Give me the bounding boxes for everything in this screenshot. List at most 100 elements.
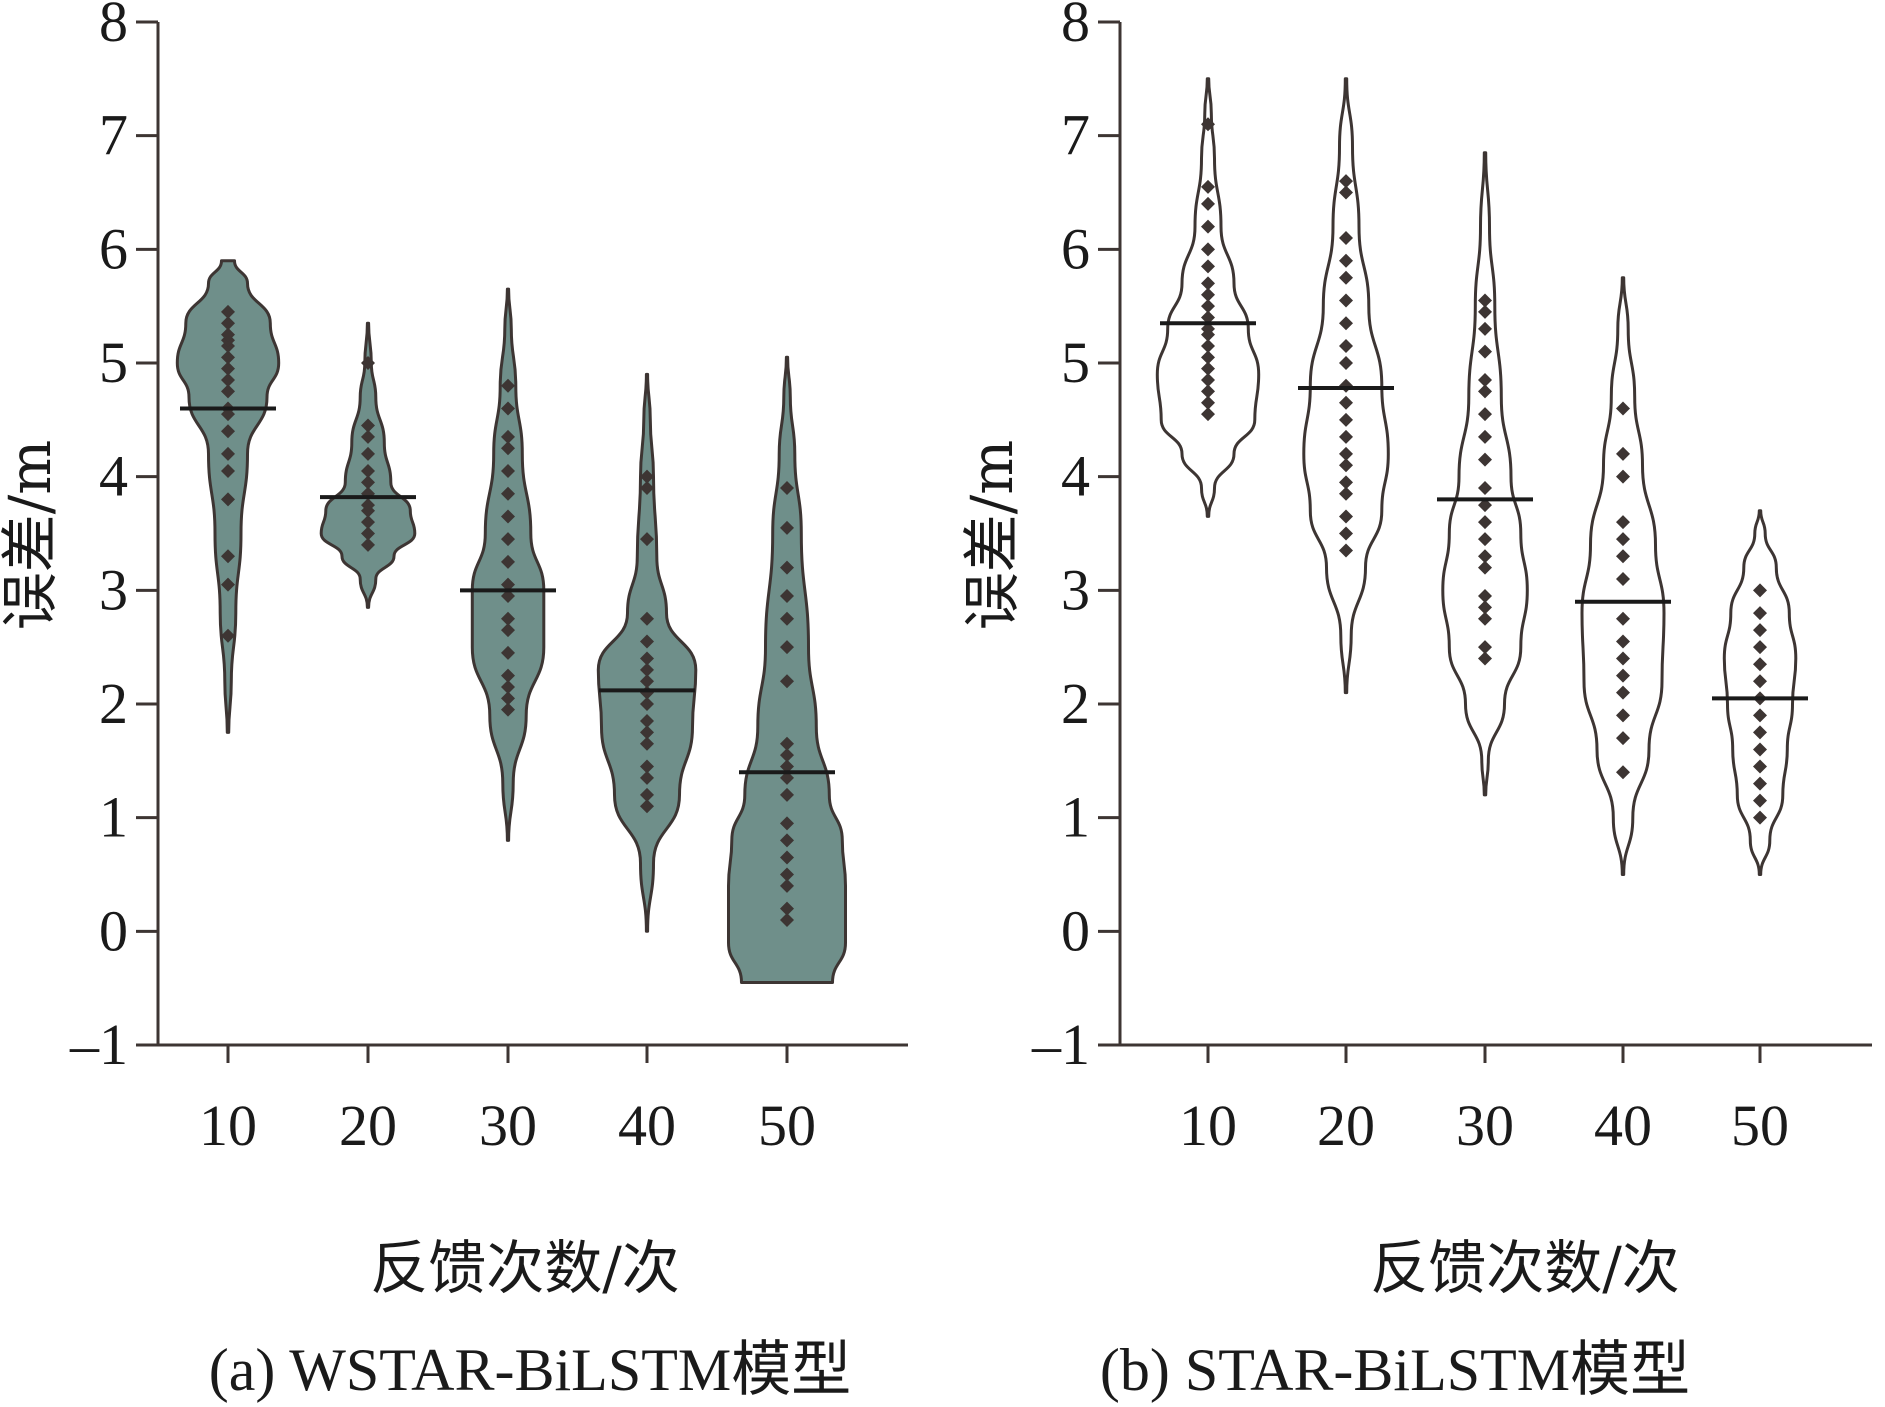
y-tick-label: 2 xyxy=(99,671,128,736)
data-point xyxy=(501,668,515,683)
data-point xyxy=(501,623,515,638)
data-point xyxy=(1478,651,1492,666)
x-tick-label: 40 xyxy=(618,1093,676,1158)
data-point xyxy=(501,691,515,706)
y-tick-label: 0 xyxy=(99,898,128,963)
data-point xyxy=(1339,429,1353,444)
panel-b: –1 0 1 2 3 4 5 6 7 8 10 20 30 40 50 误差/m 反馈次数/次 (b) S… xyxy=(958,0,1872,1403)
data-point xyxy=(780,611,794,626)
data-point xyxy=(1753,759,1767,774)
y-tick-label: 1 xyxy=(99,785,128,850)
data-point xyxy=(640,787,654,802)
data-point xyxy=(1201,242,1215,257)
data-point xyxy=(1339,174,1353,189)
data-point xyxy=(1753,623,1767,638)
panel-a: –1 0 1 2 3 4 5 6 7 8 10 20 30 40 50 误差/m 反馈次数/次 (a) W… xyxy=(0,0,908,1403)
x-tick-label: 10 xyxy=(199,1093,257,1158)
data-point xyxy=(1753,583,1767,598)
data-point xyxy=(780,901,794,916)
x-tick-label: 20 xyxy=(1317,1093,1375,1158)
y-tick-label: –1 xyxy=(69,1012,128,1077)
panel-b-x-axis-label: 反馈次数/次 xyxy=(1370,1234,1680,1302)
data-point xyxy=(1201,373,1215,388)
data-point xyxy=(1616,549,1630,564)
data-point xyxy=(501,463,515,478)
data-point xyxy=(1339,338,1353,353)
data-point xyxy=(780,589,794,604)
data-point xyxy=(1478,515,1492,530)
data-point xyxy=(221,361,235,376)
data-point xyxy=(1339,458,1353,473)
data-point xyxy=(1339,293,1353,308)
panel-a-y-axis-label: 误差/m xyxy=(0,440,64,631)
data-point xyxy=(640,634,654,649)
data-point xyxy=(1478,293,1492,308)
data-point xyxy=(1478,304,1492,319)
data-point xyxy=(501,441,515,456)
data-point xyxy=(1478,429,1492,444)
data-point xyxy=(221,304,235,319)
data-point xyxy=(1478,549,1492,564)
y-tick-label: 7 xyxy=(1061,103,1090,168)
data-point xyxy=(501,509,515,524)
data-point xyxy=(1201,338,1215,353)
data-point xyxy=(780,560,794,575)
y-tick-label: 1 xyxy=(1061,785,1090,850)
data-point xyxy=(361,463,375,478)
data-point xyxy=(780,770,794,785)
data-point xyxy=(640,714,654,729)
y-tick-label: 3 xyxy=(99,557,128,622)
data-point xyxy=(1616,668,1630,683)
data-point xyxy=(1616,731,1630,746)
x-tick-label: 30 xyxy=(1456,1093,1514,1158)
data-point xyxy=(361,537,375,552)
data-point xyxy=(780,867,794,882)
data-point xyxy=(780,912,794,927)
x-tick-label: 50 xyxy=(1731,1093,1789,1158)
y-tick-label: –1 xyxy=(1031,1012,1090,1077)
data-point xyxy=(1339,446,1353,461)
data-point xyxy=(1616,446,1630,461)
panel-a-caption: (a) WSTAR-BiLSTM模型 xyxy=(209,1337,851,1403)
panel-a-y-ticks: –1 0 1 2 3 4 5 6 7 8 xyxy=(69,0,158,1077)
y-tick-label: 5 xyxy=(1061,330,1090,395)
data-point xyxy=(501,486,515,501)
data-point xyxy=(501,679,515,694)
y-tick-label: 6 xyxy=(1061,216,1090,281)
data-point xyxy=(221,492,235,507)
data-point xyxy=(221,373,235,388)
y-tick-label: 8 xyxy=(99,0,128,54)
panel-a-x-axis-label: 反馈次数/次 xyxy=(370,1234,680,1302)
data-point xyxy=(1616,765,1630,780)
data-point xyxy=(1753,674,1767,689)
data-point xyxy=(1478,640,1492,655)
data-point xyxy=(1339,486,1353,501)
data-point xyxy=(1478,384,1492,399)
data-point xyxy=(1339,270,1353,285)
y-tick-label: 7 xyxy=(99,103,128,168)
data-point xyxy=(221,350,235,365)
panel-b-y-ticks: –1 0 1 2 3 4 5 6 7 8 xyxy=(1031,0,1120,1077)
data-point xyxy=(780,520,794,535)
data-point xyxy=(221,384,235,399)
data-point xyxy=(640,481,654,496)
data-point xyxy=(780,850,794,865)
data-point xyxy=(1753,640,1767,655)
data-point xyxy=(1201,196,1215,211)
data-point xyxy=(1753,793,1767,808)
data-point xyxy=(1478,560,1492,575)
data-point xyxy=(1339,412,1353,427)
data-point xyxy=(780,674,794,689)
data-point xyxy=(361,446,375,461)
data-point xyxy=(1201,321,1215,336)
data-point xyxy=(640,662,654,677)
data-point xyxy=(1201,384,1215,399)
data-point xyxy=(361,356,375,370)
data-point xyxy=(1201,276,1215,291)
data-point xyxy=(1201,395,1215,410)
data-point xyxy=(501,611,515,626)
data-point xyxy=(640,770,654,785)
data-point xyxy=(780,878,794,893)
data-point xyxy=(501,429,515,444)
data-point xyxy=(1753,776,1767,791)
